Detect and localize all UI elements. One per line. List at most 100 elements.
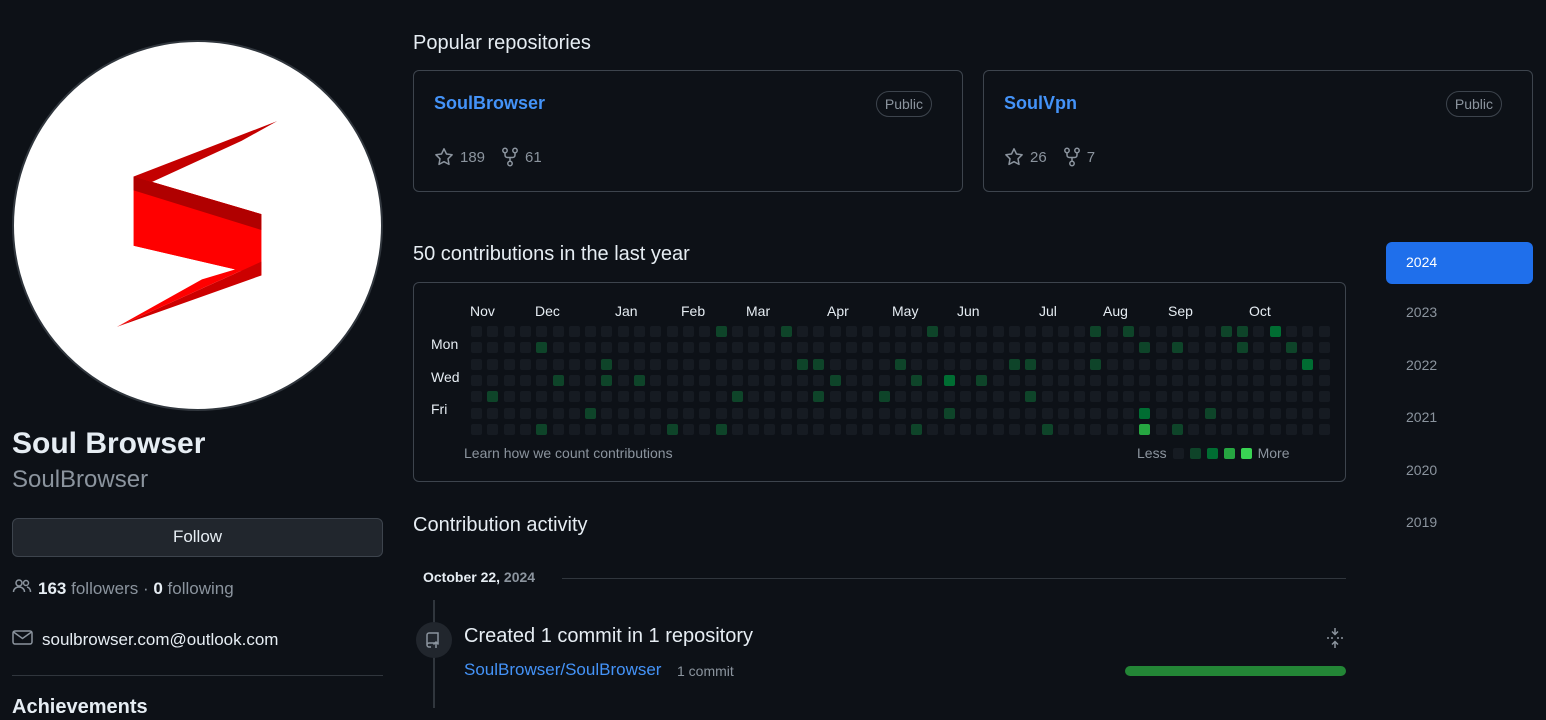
repo-link[interactable]: SoulVpn <box>1004 93 1077 113</box>
contribution-day-cell[interactable] <box>634 374 645 386</box>
contribution-day-cell[interactable] <box>1090 407 1102 419</box>
contribution-day-cell[interactable] <box>976 326 988 337</box>
contribution-day-cell[interactable] <box>471 358 482 370</box>
contribution-day-cell[interactable] <box>960 358 971 370</box>
contribution-day-cell[interactable] <box>862 407 874 419</box>
following-link[interactable]: 0 following <box>153 579 233 599</box>
contribution-day-cell[interactable] <box>634 407 645 419</box>
contribution-day-cell[interactable] <box>1074 423 1086 435</box>
contribution-day-cell[interactable] <box>699 358 711 370</box>
activity-commit-count[interactable]: 1 commit <box>677 663 734 679</box>
contribution-day-cell[interactable] <box>1139 358 1151 370</box>
contribution-day-cell[interactable] <box>1139 374 1151 386</box>
contribution-day-cell[interactable] <box>960 374 971 386</box>
contribution-day-cell[interactable] <box>797 407 808 419</box>
contribution-day-cell[interactable] <box>1025 391 1037 403</box>
contribution-day-cell[interactable] <box>536 407 548 419</box>
contribution-day-cell[interactable] <box>715 326 727 337</box>
contribution-day-cell[interactable] <box>1008 391 1020 403</box>
contribution-day-cell[interactable] <box>1057 342 1069 354</box>
contribution-day-cell[interactable] <box>1106 391 1118 403</box>
contribution-day-cell[interactable] <box>536 423 548 435</box>
contribution-day-cell[interactable] <box>1237 358 1249 370</box>
contribution-day-cell[interactable] <box>748 423 760 435</box>
contribution-day-cell[interactable] <box>503 326 515 337</box>
contribution-day-cell[interactable] <box>878 423 890 435</box>
contribution-day-cell[interactable] <box>715 391 727 403</box>
contribution-day-cell[interactable] <box>1286 358 1297 370</box>
forks-stat[interactable]: 7 <box>1063 147 1095 167</box>
contribution-day-cell[interactable] <box>878 407 890 419</box>
contribution-day-cell[interactable] <box>1074 358 1086 370</box>
contribution-day-cell[interactable] <box>878 326 890 337</box>
contribution-day-cell[interactable] <box>1106 358 1118 370</box>
contribution-day-cell[interactable] <box>1041 374 1053 386</box>
contribution-day-cell[interactable] <box>845 358 857 370</box>
contribution-day-cell[interactable] <box>1041 358 1053 370</box>
contribution-day-cell[interactable] <box>503 342 515 354</box>
contribution-day-cell[interactable] <box>1220 326 1232 337</box>
contribution-day-cell[interactable] <box>829 391 841 403</box>
contribution-day-cell[interactable] <box>797 358 808 370</box>
contribution-day-cell[interactable] <box>927 342 939 354</box>
contribution-day-cell[interactable] <box>1090 326 1102 337</box>
contribution-day-cell[interactable] <box>943 326 955 337</box>
contribution-day-cell[interactable] <box>1008 326 1020 337</box>
contribution-day-cell[interactable] <box>519 358 531 370</box>
contribution-day-cell[interactable] <box>780 358 792 370</box>
contribution-day-cell[interactable] <box>617 423 629 435</box>
contribution-day-cell[interactable] <box>1302 326 1314 337</box>
contribution-day-cell[interactable] <box>1106 374 1118 386</box>
contribution-day-cell[interactable] <box>503 358 515 370</box>
year-link-2021[interactable]: 2021 <box>1406 409 1438 425</box>
contribution-day-cell[interactable] <box>1171 423 1183 435</box>
contribution-day-cell[interactable] <box>1237 326 1249 337</box>
contribution-day-cell[interactable] <box>1171 391 1183 403</box>
contribution-day-cell[interactable] <box>1269 391 1281 403</box>
year-link-2023[interactable]: 2023 <box>1406 304 1438 320</box>
contribution-day-cell[interactable] <box>1123 326 1134 337</box>
contribution-day-cell[interactable] <box>1286 407 1297 419</box>
year-link-2024[interactable]: 2024 <box>1386 242 1533 284</box>
contribution-day-cell[interactable] <box>1090 358 1102 370</box>
contribution-day-cell[interactable] <box>1318 423 1330 435</box>
contribution-day-cell[interactable] <box>1220 374 1232 386</box>
contribution-day-cell[interactable] <box>911 374 923 386</box>
contribution-day-cell[interactable] <box>519 391 531 403</box>
contribution-day-cell[interactable] <box>813 407 825 419</box>
contribution-day-cell[interactable] <box>1041 407 1053 419</box>
contribution-day-cell[interactable] <box>829 407 841 419</box>
contribution-day-cell[interactable] <box>1286 326 1297 337</box>
contribution-day-cell[interactable] <box>797 326 808 337</box>
stars-stat[interactable]: 189 <box>434 147 485 167</box>
contribution-day-cell[interactable] <box>829 342 841 354</box>
contribution-day-cell[interactable] <box>471 423 482 435</box>
contribution-day-cell[interactable] <box>1318 374 1330 386</box>
contribution-day-cell[interactable] <box>715 423 727 435</box>
contribution-day-cell[interactable] <box>813 358 825 370</box>
contribution-day-cell[interactable] <box>1171 374 1183 386</box>
contribution-day-cell[interactable] <box>601 342 613 354</box>
contribution-day-cell[interactable] <box>748 407 760 419</box>
contribution-day-cell[interactable] <box>748 342 760 354</box>
contribution-day-cell[interactable] <box>1041 391 1053 403</box>
contribution-day-cell[interactable] <box>503 374 515 386</box>
contribution-day-cell[interactable] <box>731 391 743 403</box>
contribution-day-cell[interactable] <box>878 391 890 403</box>
contribution-day-cell[interactable] <box>552 358 564 370</box>
contribution-day-cell[interactable] <box>471 326 482 337</box>
contribution-day-cell[interactable] <box>780 342 792 354</box>
contribution-day-cell[interactable] <box>1269 358 1281 370</box>
contribution-day-cell[interactable] <box>862 342 874 354</box>
contribution-day-cell[interactable] <box>1025 423 1037 435</box>
forks-stat[interactable]: 61 <box>501 147 542 167</box>
contribution-day-cell[interactable] <box>1123 342 1134 354</box>
contribution-day-cell[interactable] <box>536 342 548 354</box>
contribution-day-cell[interactable] <box>1123 391 1134 403</box>
contribution-day-cell[interactable] <box>650 374 662 386</box>
contribution-day-cell[interactable] <box>911 358 923 370</box>
contribution-day-cell[interactable] <box>1302 358 1314 370</box>
contribution-day-cell[interactable] <box>731 374 743 386</box>
contribution-day-cell[interactable] <box>601 358 613 370</box>
contribution-day-cell[interactable] <box>650 423 662 435</box>
